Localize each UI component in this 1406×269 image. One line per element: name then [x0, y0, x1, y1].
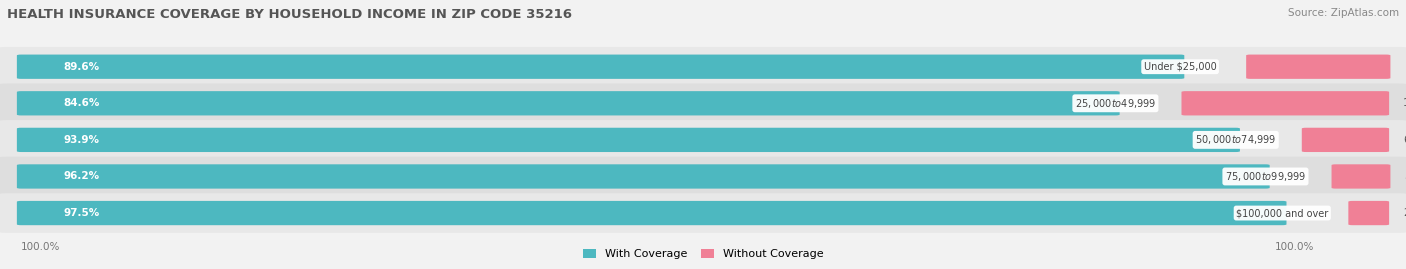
- Text: $50,000 to $74,999: $50,000 to $74,999: [1195, 133, 1277, 146]
- FancyBboxPatch shape: [1246, 55, 1391, 79]
- Text: $25,000 to $49,999: $25,000 to $49,999: [1074, 97, 1156, 110]
- FancyBboxPatch shape: [0, 83, 1406, 123]
- FancyBboxPatch shape: [1331, 164, 1391, 189]
- FancyBboxPatch shape: [17, 201, 1286, 225]
- FancyBboxPatch shape: [0, 47, 1406, 87]
- Legend: With Coverage, Without Coverage: With Coverage, Without Coverage: [578, 244, 828, 263]
- Text: 15.4%: 15.4%: [1403, 98, 1406, 108]
- FancyBboxPatch shape: [1181, 91, 1389, 115]
- Text: 100.0%: 100.0%: [1275, 242, 1315, 252]
- Text: 96.2%: 96.2%: [63, 171, 100, 182]
- Text: Under $25,000: Under $25,000: [1143, 62, 1216, 72]
- Text: 97.5%: 97.5%: [63, 208, 100, 218]
- FancyBboxPatch shape: [0, 193, 1406, 233]
- Text: 93.9%: 93.9%: [63, 135, 100, 145]
- Text: 2.5%: 2.5%: [1403, 208, 1406, 218]
- FancyBboxPatch shape: [0, 157, 1406, 196]
- Text: HEALTH INSURANCE COVERAGE BY HOUSEHOLD INCOME IN ZIP CODE 35216: HEALTH INSURANCE COVERAGE BY HOUSEHOLD I…: [7, 8, 572, 21]
- FancyBboxPatch shape: [17, 164, 1270, 189]
- FancyBboxPatch shape: [0, 120, 1406, 160]
- FancyBboxPatch shape: [17, 128, 1240, 152]
- FancyBboxPatch shape: [17, 55, 1184, 79]
- Text: 3.9%: 3.9%: [1405, 171, 1406, 182]
- Text: 84.6%: 84.6%: [63, 98, 100, 108]
- Text: 6.1%: 6.1%: [1403, 135, 1406, 145]
- Text: 10.5%: 10.5%: [1405, 62, 1406, 72]
- Text: 89.6%: 89.6%: [63, 62, 100, 72]
- FancyBboxPatch shape: [1302, 128, 1389, 152]
- Text: 100.0%: 100.0%: [21, 242, 60, 252]
- Text: Source: ZipAtlas.com: Source: ZipAtlas.com: [1288, 8, 1399, 18]
- Text: $75,000 to $99,999: $75,000 to $99,999: [1225, 170, 1306, 183]
- FancyBboxPatch shape: [17, 91, 1119, 115]
- FancyBboxPatch shape: [1348, 201, 1389, 225]
- Text: $100,000 and over: $100,000 and over: [1236, 208, 1329, 218]
